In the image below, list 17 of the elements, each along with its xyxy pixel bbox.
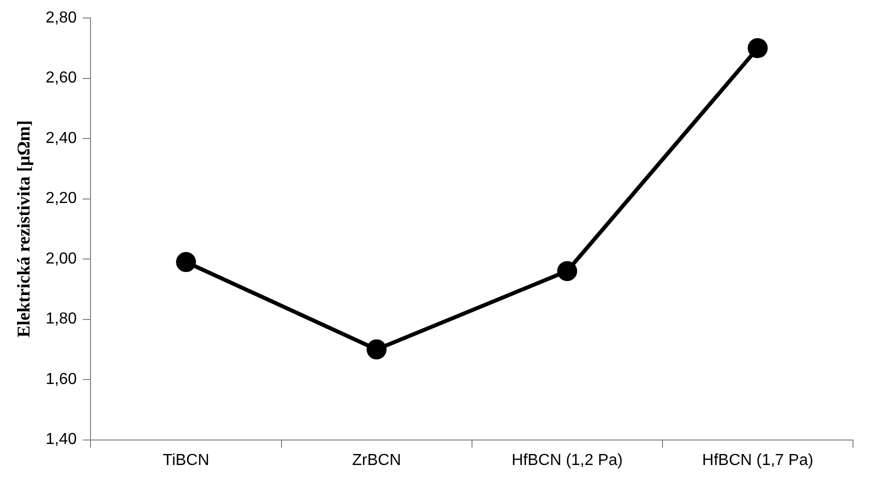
x-tick-label: ZrBCN bbox=[352, 452, 402, 469]
y-tick-label: 2,40 bbox=[46, 130, 77, 147]
point bbox=[176, 252, 196, 272]
y-tick-label: 1,60 bbox=[46, 370, 77, 388]
y-axis-title: Elektrická rezistivita [μΩm] bbox=[13, 120, 34, 338]
x-tick-label: HfBCN (1,2 Pa) bbox=[512, 452, 623, 469]
x-tick-label: HfBCN (1,7 Pa) bbox=[702, 452, 814, 469]
y-tick-label: 1,80 bbox=[46, 310, 77, 328]
y-tick-label: 2,80 bbox=[46, 9, 77, 26]
y-tick-label: 2,20 bbox=[46, 190, 77, 208]
y-tick-label: 2,00 bbox=[46, 250, 77, 268]
y-tick-label: 2,60 bbox=[46, 70, 77, 87]
y-tick-label: 1,40 bbox=[46, 431, 77, 448]
point bbox=[366, 339, 387, 360]
point bbox=[748, 38, 768, 58]
point bbox=[557, 261, 578, 282]
x-tick-label: TiBCN bbox=[162, 452, 210, 469]
